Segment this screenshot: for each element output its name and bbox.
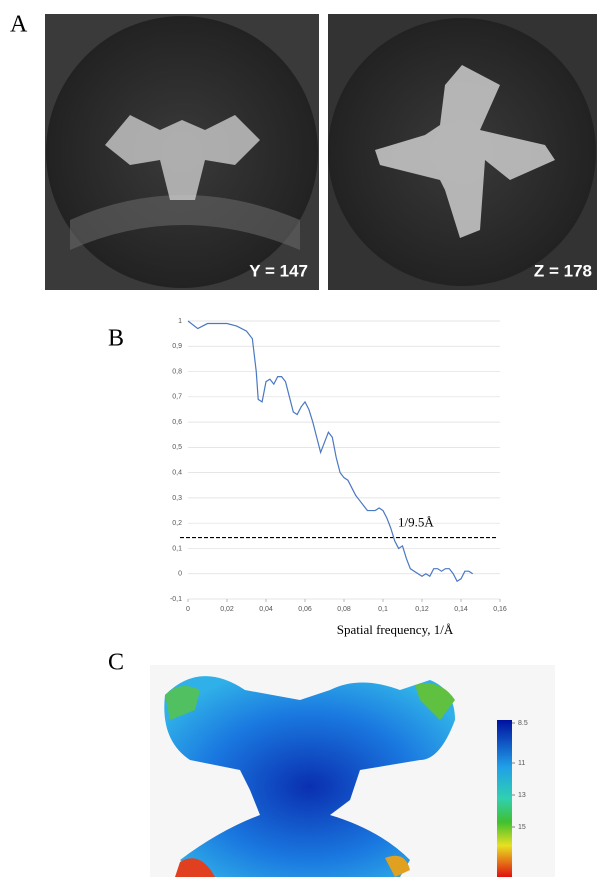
y-tick-label: 0,8: [172, 368, 182, 375]
x-tick-label: 0,02: [220, 606, 234, 613]
density-map: [105, 115, 260, 200]
y-tick-label: 0,9: [172, 343, 182, 350]
x-axis-label: Spatial frequency, 1/Å: [337, 622, 454, 637]
image-label: Y = 147: [249, 261, 308, 280]
y-tick-label: 0,7: [172, 394, 182, 401]
fsc-curve: [187, 320, 474, 583]
density-surface: [164, 676, 455, 877]
x-tick-label: 0: [186, 606, 190, 613]
x-tick-label: 0,08: [337, 606, 351, 613]
y-tick-label: 0: [178, 571, 182, 578]
annotation: 1/9.5Å: [398, 515, 434, 530]
density-map: [375, 65, 555, 238]
panel-label: C: [108, 650, 124, 676]
y-tick-label: 0,2: [172, 520, 182, 527]
x-tick-label: 0,1: [378, 606, 388, 613]
y-tick-label: 0,5: [172, 444, 182, 451]
density-surface: [385, 855, 410, 877]
x-tick-label: 0,06: [298, 606, 312, 613]
colorbar: [497, 720, 512, 877]
fsc-chart: -0,1 0 0,1 0,2 0,3 0,4 0,5 0,6 0,7 0,8 0,9 1 0 0,02 0,…: [170, 318, 507, 637]
y-tick-label: 0,4: [172, 469, 182, 476]
panel-label: A: [10, 12, 28, 38]
density-surface: [175, 858, 215, 877]
colorbar-tick-label: 15: [518, 824, 526, 831]
density-band: [70, 195, 300, 250]
density-surface: [165, 686, 200, 720]
density-surface: [415, 683, 455, 720]
colorbar-ticks: 8.5 11 13 15: [512, 720, 528, 831]
colorbar-tick-label: 13: [518, 792, 526, 799]
y-tick-label: 1: [178, 318, 182, 325]
x-tick-label: 0,12: [415, 606, 429, 613]
x-tick-label: 0,04: [259, 606, 273, 613]
image-label: Z = 178: [534, 261, 592, 280]
y-tick-label: 0,6: [172, 419, 182, 426]
panel-label: B: [108, 326, 124, 352]
x-tick-label: 0,14: [454, 606, 468, 613]
y-tick-label: -0,1: [170, 596, 182, 603]
colorbar-tick-label: 11: [518, 760, 525, 767]
x-tick-label: 0,16: [493, 606, 507, 613]
y-tick-label: 0,3: [172, 495, 182, 502]
y-tick-label: 0,1: [172, 545, 182, 552]
colorbar-tick-label: 8.5: [518, 720, 528, 727]
